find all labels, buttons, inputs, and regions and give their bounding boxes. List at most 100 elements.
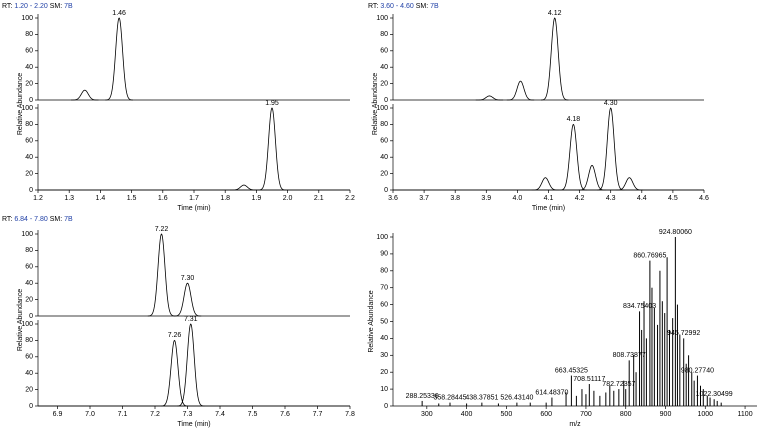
y-tick-label: 40	[380, 64, 388, 71]
x-tick-label: 1.5	[127, 195, 137, 202]
x-tick-label: 3.8	[450, 195, 460, 202]
x-tick-label: 7.7	[313, 411, 323, 418]
x-tick-label: 7.3	[183, 411, 193, 418]
y-tick-label: 60	[25, 138, 33, 145]
y-tick-label: 40	[25, 64, 33, 71]
rt-label: RT:	[368, 3, 378, 10]
sm-label: SM:	[50, 216, 63, 223]
y-tick-label: 50	[380, 318, 388, 325]
y-tick-label: 0	[384, 97, 388, 104]
x-tick-label: 800	[620, 411, 632, 418]
peak-label: 288.25336	[406, 393, 439, 400]
y-tick-label: 100	[21, 231, 33, 238]
peak-label: 1.46	[112, 10, 126, 17]
y-tick-label: 0	[29, 97, 33, 104]
panel-header: RT: 1.20 - 2.20 SM: 7B	[2, 3, 73, 10]
x-tick-label: 1000	[697, 411, 713, 418]
peak	[230, 184, 258, 191]
x-axis-label: Time (min)	[177, 421, 210, 428]
peak	[578, 164, 606, 191]
y-tick-label: 30	[380, 352, 388, 359]
peak-label: 708.51117	[573, 376, 605, 383]
y-tick-label: 100	[376, 105, 388, 112]
y-tick-label: 60	[25, 264, 33, 271]
y-tick-label: 20	[380, 80, 388, 87]
peak	[531, 177, 560, 191]
y-tick-label: 100	[21, 105, 33, 112]
y-tick-label: 100	[376, 15, 388, 22]
peak	[615, 177, 644, 191]
peak	[160, 339, 189, 407]
y-tick-label: 100	[376, 234, 388, 241]
peak	[541, 17, 569, 101]
x-tick-label: 700	[580, 411, 592, 418]
panel-header: RT: 6.84 - 7.80 SM: 7B	[2, 216, 73, 223]
y-tick-label: 0	[29, 313, 33, 320]
peak-label: 7.31	[184, 316, 198, 323]
y-tick-label: 20	[25, 296, 33, 303]
peak-label: 7.30	[181, 275, 195, 282]
y-tick-label: 80	[380, 31, 388, 38]
x-tick-label: 4.3	[606, 195, 616, 202]
peak	[475, 95, 504, 101]
x-tick-label: 7.2	[150, 411, 160, 418]
y-tick-label: 80	[25, 121, 33, 128]
peak	[173, 282, 202, 317]
x-tick-label: 4.5	[668, 195, 678, 202]
peak-label: 358.28445	[433, 394, 466, 401]
x-tick-label: 4.6	[699, 195, 709, 202]
y-tick-label: 40	[25, 154, 33, 161]
x-tick-label: 1.4	[96, 195, 106, 202]
x-tick-label: 3.6	[388, 195, 398, 202]
peak-label: 808.73877	[613, 352, 646, 359]
y-tick-label: 40	[380, 154, 388, 161]
x-tick-label: 4.1	[544, 195, 554, 202]
x-tick-label: 1.6	[158, 195, 168, 202]
sm-value: 7B	[430, 3, 439, 10]
y-tick-label: 0	[384, 187, 388, 194]
y-tick-label: 0	[384, 403, 388, 410]
peak	[559, 123, 588, 191]
y-tick-label: 60	[25, 354, 33, 361]
x-tick-label: 7.4	[215, 411, 225, 418]
x-tick-label: 4.0	[513, 195, 523, 202]
y-tick-label: 80	[380, 268, 388, 275]
y-tick-label: 20	[25, 386, 33, 393]
peak-label: 4.12	[548, 10, 562, 17]
y-tick-label: 0	[29, 187, 33, 194]
x-tick-label: 2.0	[283, 195, 293, 202]
peak-label: 945.72992	[667, 330, 700, 337]
y-axis-label: Relative Abundance	[372, 73, 379, 135]
x-tick-label: 7.8	[345, 411, 355, 418]
peak-label: 924.80060	[659, 229, 692, 236]
peak-label: 860.76965	[633, 253, 666, 260]
peak	[597, 107, 625, 191]
x-tick-label: 6.9	[53, 411, 63, 418]
x-tick-label: 7.1	[118, 411, 128, 418]
peak	[71, 89, 99, 101]
x-tick-label: 7.6	[280, 411, 290, 418]
y-tick-label: 20	[380, 170, 388, 177]
peak-label: 4.18	[567, 116, 581, 123]
peak-label: 526.43140	[500, 394, 533, 401]
rt-range: 3.60 - 4.60	[380, 3, 414, 10]
peak	[506, 80, 535, 101]
y-tick-label: 80	[25, 337, 33, 344]
y-tick-label: 80	[25, 31, 33, 38]
x-tick-label: 7.5	[248, 411, 258, 418]
x-tick-label: 2.1	[314, 195, 324, 202]
rt-range: 6.84 - 7.80	[14, 216, 48, 223]
panel-header: RT: 3.60 - 4.60 SM: 7B	[368, 3, 439, 10]
peak-label: 1022.30499	[696, 391, 733, 398]
x-tick-label: 7.0	[85, 411, 95, 418]
y-tick-label: 100	[21, 321, 33, 328]
peak	[177, 323, 205, 407]
x-tick-label: 900	[660, 411, 672, 418]
peak	[147, 233, 176, 317]
sm-label: SM:	[416, 3, 429, 10]
x-tick-label: 600	[540, 411, 552, 418]
x-tick-label: 500	[501, 411, 513, 418]
x-tick-label: 1.7	[189, 195, 199, 202]
x-tick-label: 1.8	[220, 195, 230, 202]
